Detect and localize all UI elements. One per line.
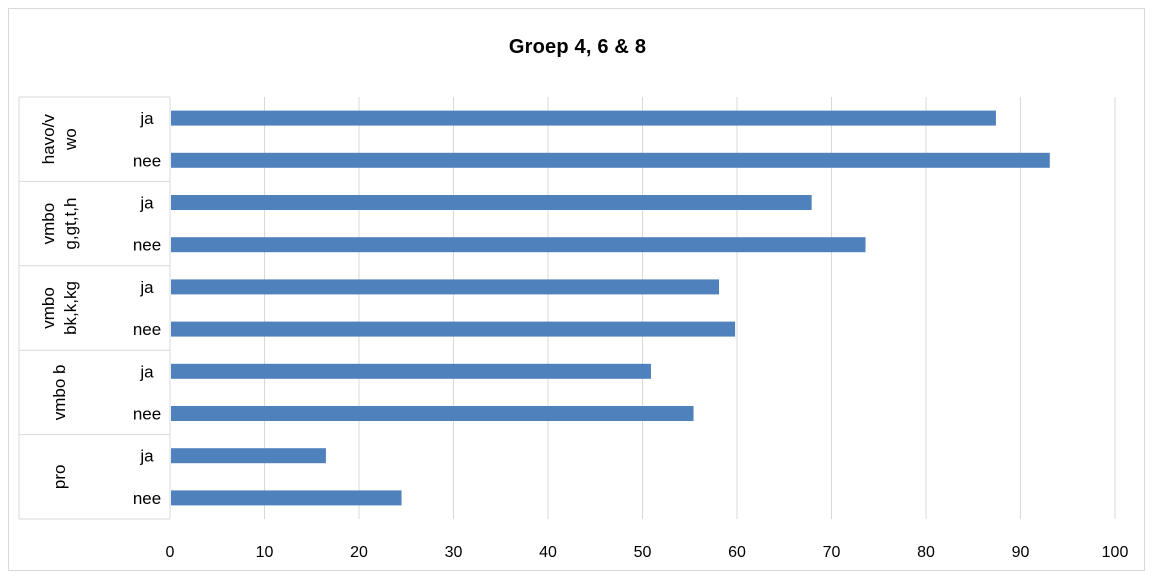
category-label-ja: ja [139, 194, 154, 213]
group-label-3-line-0: vmbo b [50, 365, 69, 421]
category-label-ja: ja [139, 109, 154, 128]
x-tick-label-100: 100 [1102, 544, 1129, 561]
bar-0-nee [171, 152, 1050, 168]
bar-0-ja [171, 110, 996, 126]
x-tick-label-60: 60 [728, 544, 746, 561]
x-tick-label-10: 10 [256, 544, 274, 561]
category-label-nee: nee [133, 405, 161, 424]
bar-1-ja [171, 195, 812, 210]
bar-1-nee [171, 237, 866, 253]
chart-title: Groep 4, 6 & 8 [508, 36, 647, 58]
x-tick-label-0: 0 [166, 544, 175, 561]
group-label-4-line-0: pro [50, 465, 69, 490]
x-tick-label-90: 90 [1012, 544, 1030, 561]
category-label-ja: ja [139, 362, 154, 381]
x-tick-label-50: 50 [634, 544, 652, 561]
category-label-nee: nee [133, 320, 161, 339]
x-tick-label-40: 40 [539, 544, 557, 561]
bar-4-ja [171, 448, 326, 464]
group-label-1-line-1: g,gt,t,h [61, 198, 80, 250]
category-label-ja: ja [139, 447, 154, 466]
group-label-1-line-0: vmbo [39, 203, 58, 245]
category-label-nee: nee [133, 236, 161, 255]
bar-2-nee [171, 321, 736, 337]
category-label-nee: nee [133, 489, 161, 508]
group-label-0-line-0: havo/v [39, 114, 58, 165]
x-tick-label-30: 30 [445, 544, 463, 561]
bar-4-nee [171, 490, 402, 506]
category-dividers [18, 96, 171, 520]
bar-2-ja [171, 279, 720, 295]
x-tick-label-80: 80 [917, 544, 935, 561]
x-tick-label-70: 70 [823, 544, 841, 561]
x-tick-label-20: 20 [350, 544, 368, 561]
bars [171, 110, 1050, 506]
bar-3-nee [171, 406, 694, 421]
bar-3-ja [171, 363, 652, 379]
group-label-2-line-0: vmbo [39, 287, 58, 329]
category-label-nee: nee [133, 151, 161, 170]
category-label-ja: ja [139, 278, 154, 297]
group-label-0-line-1: wo [61, 128, 80, 151]
x-axis-ticks: 0 10 20 30 40 50 60 70 80 90 100 [166, 544, 1129, 561]
group-label-2-line-1: bk,k,kg [61, 281, 80, 335]
